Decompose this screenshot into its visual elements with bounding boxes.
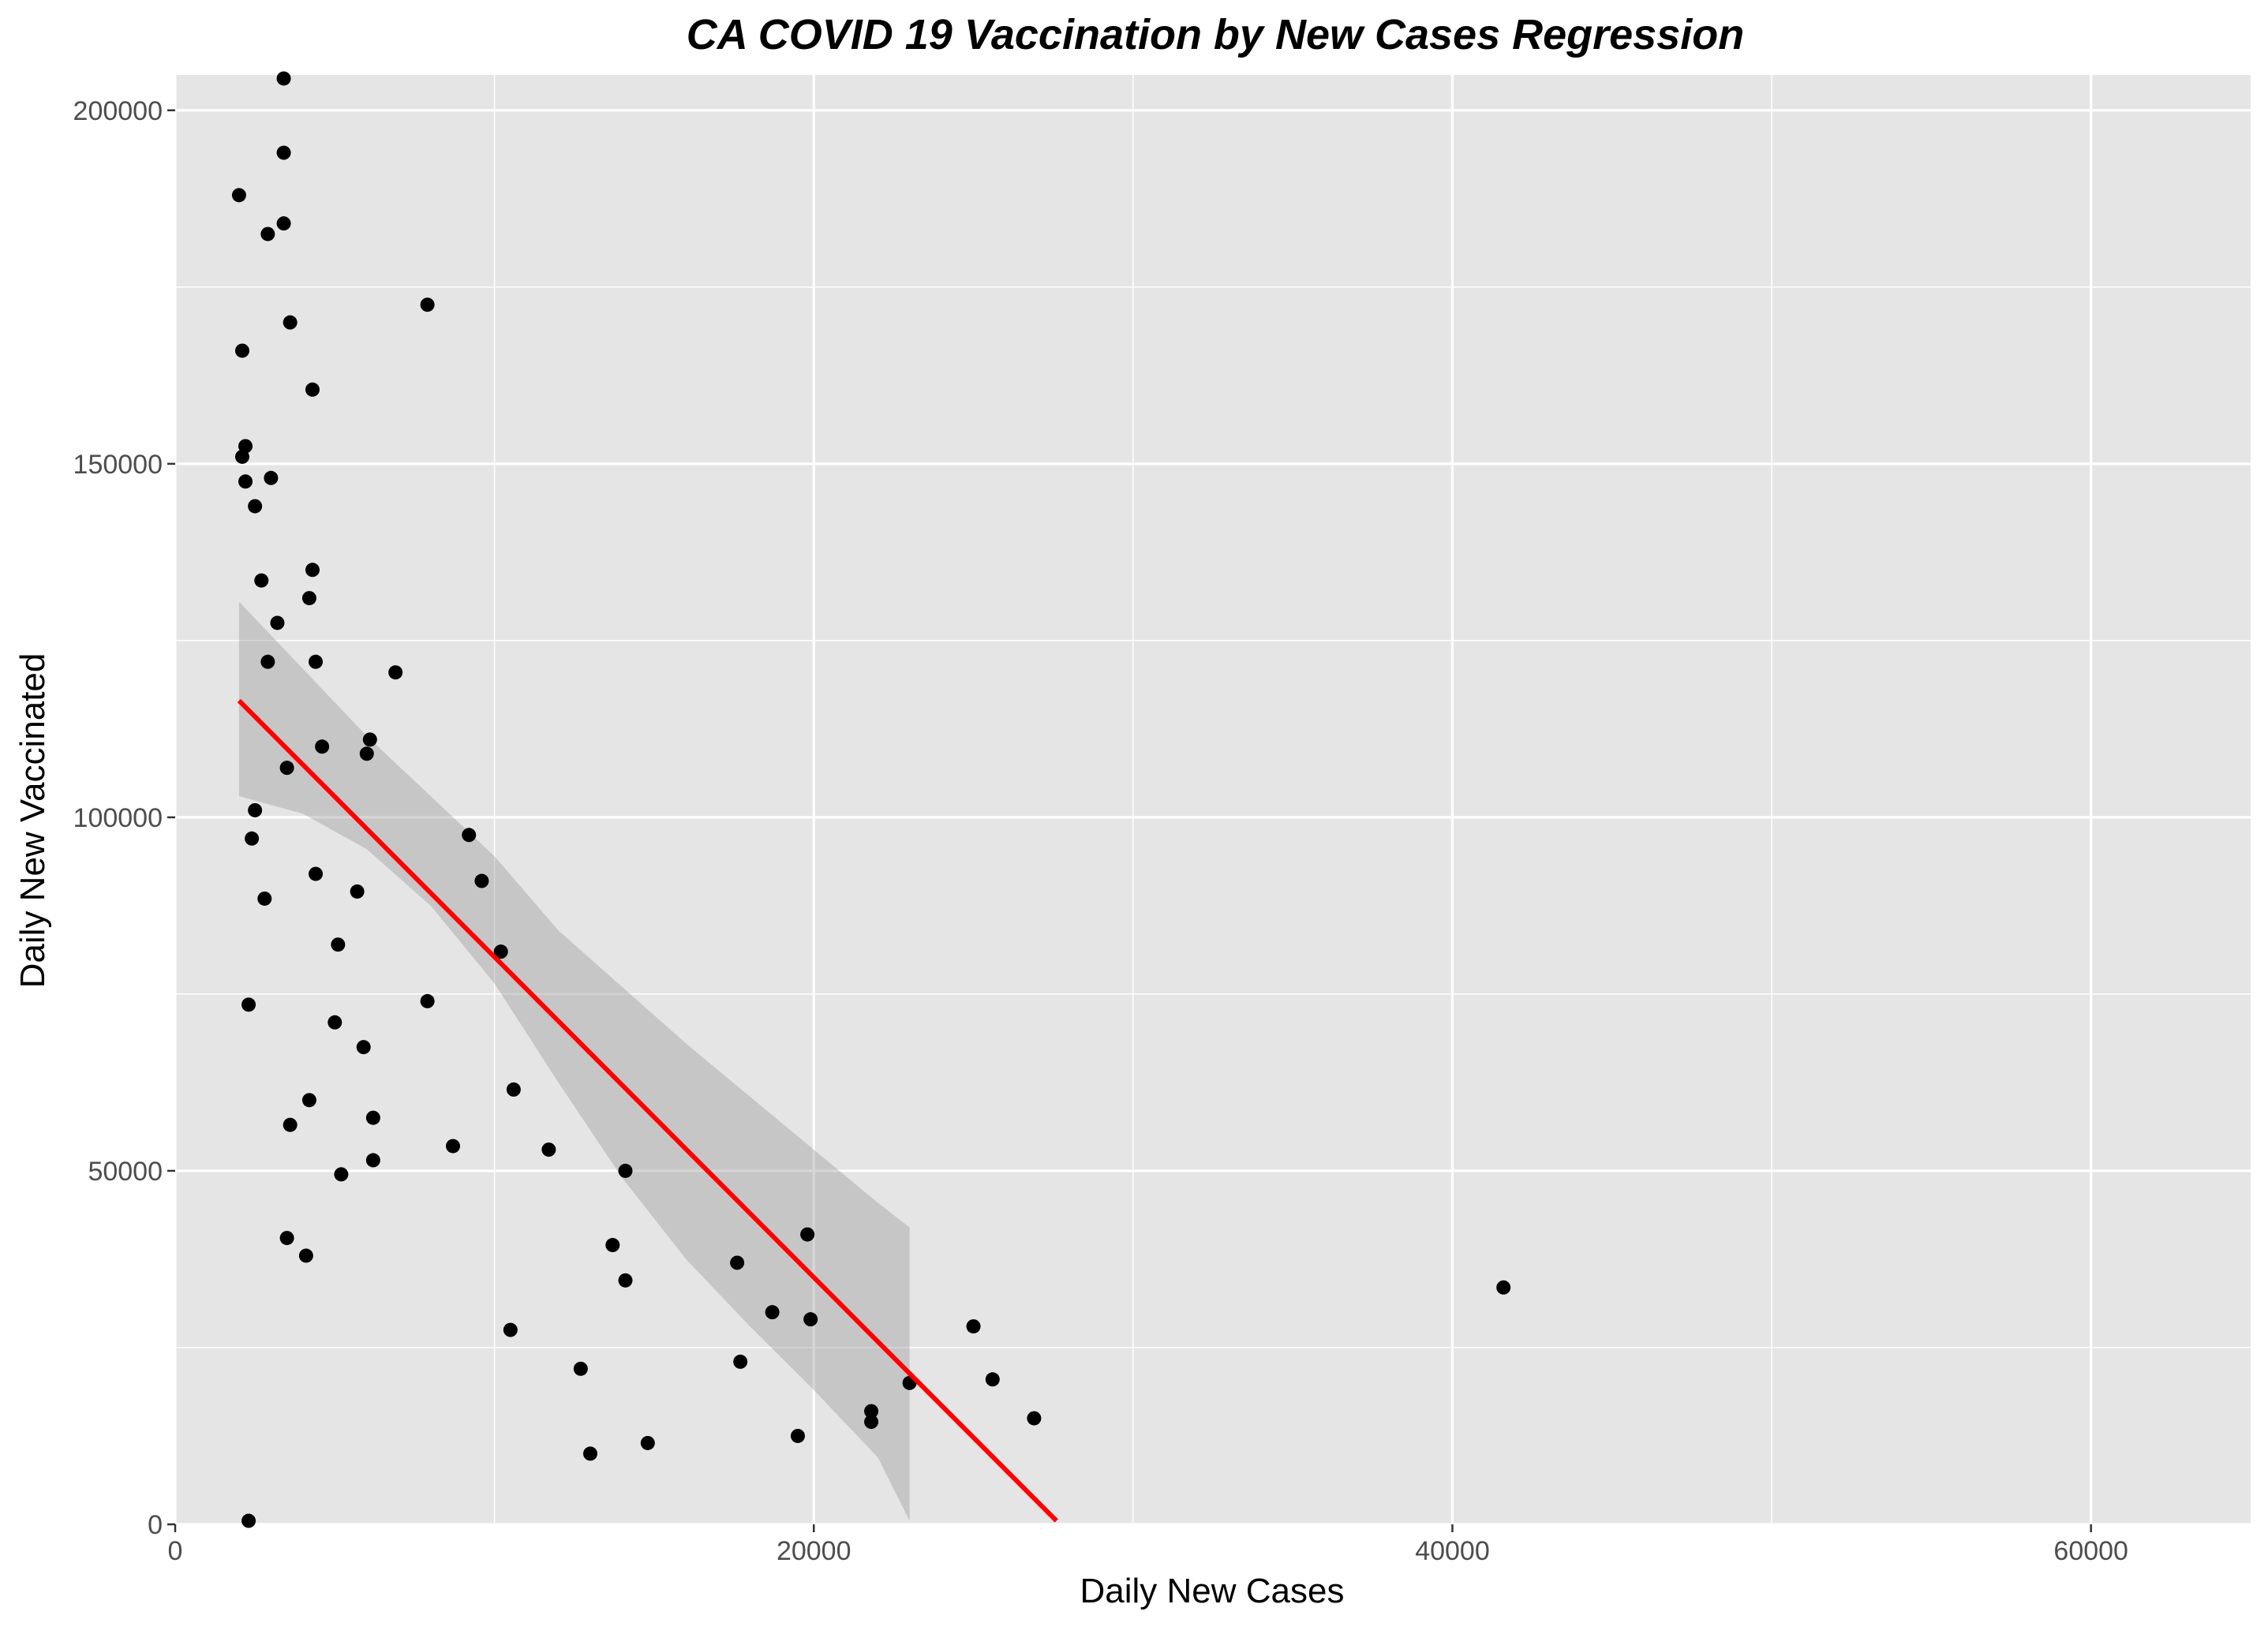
- x-tick-label: 0: [168, 1536, 183, 1566]
- data-point: [1027, 1411, 1042, 1426]
- data-point: [365, 1153, 380, 1168]
- data-point: [248, 499, 263, 514]
- data-point: [765, 1305, 780, 1320]
- data-point: [493, 944, 508, 959]
- data-point: [241, 997, 256, 1012]
- data-point: [241, 1513, 256, 1528]
- x-axis-title: Daily New Cases: [1080, 1572, 1345, 1610]
- data-point: [359, 746, 374, 761]
- y-tick-label: 200000: [73, 96, 163, 126]
- y-axis-title: Daily New Vaccinated: [13, 653, 52, 989]
- chart-title: CA COVID 19 Vaccination by New Cases Reg…: [687, 11, 1744, 58]
- data-point: [231, 188, 246, 203]
- data-point: [864, 1404, 879, 1419]
- data-point: [279, 761, 294, 776]
- confidence-band: [238, 601, 910, 1521]
- data-point: [640, 1435, 655, 1450]
- y-tick-label: 0: [148, 1510, 163, 1540]
- data-point: [730, 1255, 745, 1270]
- regression-line-group: [237, 698, 1058, 1523]
- data-point: [864, 1415, 879, 1430]
- data-point: [283, 315, 298, 330]
- gridlines: [174, 75, 2251, 1526]
- data-point: [301, 1093, 316, 1108]
- data-point: [365, 1110, 380, 1125]
- data-point: [503, 1322, 518, 1337]
- data-point: [305, 382, 320, 397]
- data-point: [474, 873, 489, 888]
- data-point: [327, 1015, 342, 1030]
- data-point: [388, 665, 403, 680]
- data-point: [279, 1231, 294, 1246]
- y-tick-label: 50000: [88, 1157, 163, 1187]
- regression-line: [237, 698, 1058, 1523]
- data-point: [309, 866, 324, 881]
- data-point: [356, 1040, 371, 1055]
- data-point: [298, 1248, 313, 1263]
- y-tick-label: 150000: [73, 450, 163, 480]
- data-point: [254, 573, 269, 588]
- data-point: [362, 732, 377, 747]
- data-point: [618, 1163, 633, 1178]
- data-point: [260, 654, 275, 669]
- data-point: [800, 1227, 815, 1242]
- y-tick-label: 100000: [73, 803, 163, 833]
- data-point: [238, 474, 253, 489]
- data-point: [248, 802, 263, 817]
- data-point: [270, 615, 285, 630]
- data-point: [605, 1238, 620, 1253]
- data-point: [234, 449, 249, 464]
- data-point: [420, 297, 435, 312]
- data-point: [257, 891, 272, 906]
- data-point: [283, 1117, 298, 1132]
- confidence-band-area: [238, 601, 910, 1521]
- data-point: [420, 993, 435, 1008]
- data-point: [309, 654, 324, 669]
- data-point: [301, 591, 316, 606]
- x-tick-label: 40000: [1415, 1536, 1490, 1566]
- data-point: [305, 563, 320, 578]
- data-point: [506, 1082, 521, 1097]
- data-point: [276, 216, 291, 231]
- data-point: [446, 1139, 461, 1154]
- data-point: [276, 71, 291, 86]
- data-point: [791, 1428, 805, 1443]
- data-point: [315, 739, 330, 754]
- x-tick-label: 60000: [2053, 1536, 2128, 1566]
- data-point: [1496, 1280, 1511, 1295]
- data-point: [966, 1319, 981, 1334]
- data-point: [264, 470, 279, 485]
- data-point: [618, 1273, 633, 1288]
- plot-panel: [175, 75, 2251, 1524]
- data-point: [234, 343, 249, 358]
- data-point: [462, 828, 477, 843]
- data-point: [583, 1446, 597, 1461]
- data-point: [260, 226, 275, 241]
- data-point: [573, 1361, 588, 1376]
- axes: 0 20000 40000 60000 0 50000 100000 150000 200000: [73, 96, 2128, 1566]
- data-point: [541, 1142, 556, 1157]
- data-point: [276, 145, 291, 160]
- data-point: [985, 1372, 1000, 1387]
- data-point: [803, 1312, 818, 1327]
- x-tick-label: 20000: [777, 1536, 851, 1566]
- data-point: [245, 831, 260, 846]
- data-point: [350, 884, 365, 899]
- data-point: [331, 937, 346, 952]
- data-point: [733, 1354, 748, 1369]
- data-point: [334, 1167, 349, 1182]
